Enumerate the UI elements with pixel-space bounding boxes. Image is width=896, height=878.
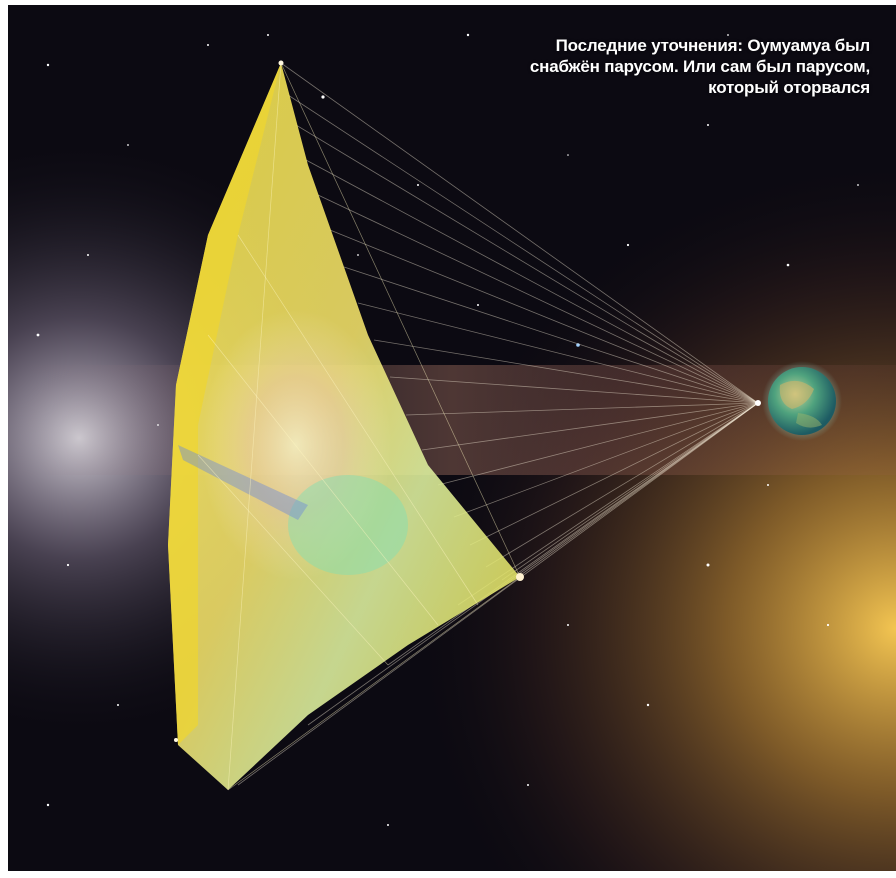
caption-line-2: снабжён парусом. Или сам был парусом, [529,57,870,76]
planet [762,361,842,441]
light-sail [168,60,524,791]
image-caption: Последние уточнения: Оумуамуа был снабжё… [450,35,870,98]
sail-tethers [237,62,759,786]
space-illustration: Последние уточнения: Оумуамуа был снабжё… [8,5,896,871]
caption-line-1: Последние уточнения: Оумуамуа был [555,36,871,55]
star-field [36,33,859,826]
caption-line-3: который оторвался [708,78,870,97]
solar-sail-artwork [8,5,896,871]
probe [755,400,761,406]
